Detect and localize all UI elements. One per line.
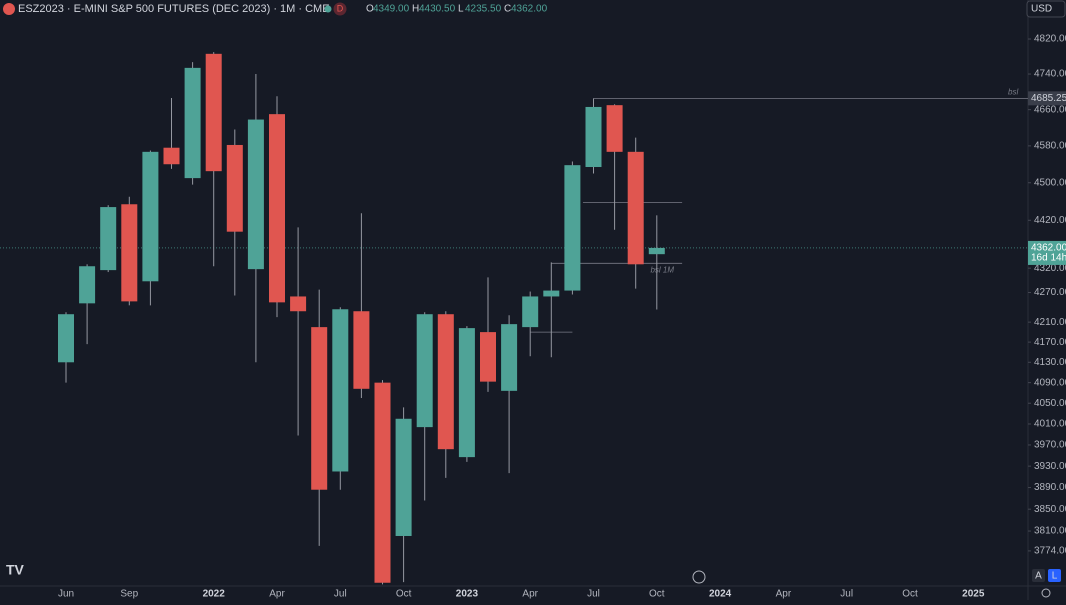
ohlc-key: O <box>366 4 374 15</box>
x-tick-label: Apr <box>776 589 792 600</box>
y-tick-label: 3930.00 <box>1034 461 1066 472</box>
candle-body <box>416 314 433 428</box>
candle-body <box>480 332 496 382</box>
symbol-title: ESZ2023 · E-MINI S&P 500 FUTURES (DEC 20… <box>18 3 330 15</box>
candle-body <box>184 67 201 179</box>
x-tick-label: Jul <box>334 589 347 600</box>
ohlc-key: C <box>504 4 511 15</box>
x-tick-label: Jun <box>58 589 74 600</box>
y-tick-label: 4320.00 <box>1034 263 1066 274</box>
y-tick-label: 3850.00 <box>1034 504 1066 515</box>
y-tick-label: 4050.00 <box>1034 398 1066 409</box>
y-tick-label: 4740.00 <box>1034 69 1066 80</box>
y-tick-label: 4820.00 <box>1034 34 1066 45</box>
scale-button-label[interactable]: A <box>1035 571 1042 582</box>
high-price-label: 4685.25 <box>1031 93 1066 104</box>
candle-body <box>205 53 222 172</box>
ohlc-key: L <box>458 4 464 15</box>
badge-bg <box>333 2 347 16</box>
y-tick-label: 4270.00 <box>1034 287 1066 298</box>
candle-body <box>353 311 370 389</box>
scale-button[interactable] <box>1032 569 1045 582</box>
candle-body <box>374 382 391 583</box>
candle-body <box>269 114 285 303</box>
ohlc-value: 4349.00 <box>373 4 410 15</box>
ohlc-value: 4430.50 <box>419 4 456 15</box>
x-tick-label: 2025 <box>962 589 985 600</box>
candle-body <box>247 119 264 270</box>
x-tick-label: Oct <box>649 589 665 600</box>
y-tick-label: 4090.00 <box>1034 377 1066 388</box>
x-tick-label: 2023 <box>456 589 479 600</box>
x-tick-label: Sep <box>120 589 138 600</box>
last-price-box <box>1028 240 1066 265</box>
candle-body <box>226 144 243 232</box>
x-tick-label: Apr <box>269 589 285 600</box>
x-tick-label: 2024 <box>709 589 732 600</box>
candle-body <box>100 207 117 271</box>
candle-body <box>458 328 475 458</box>
candle-body <box>627 151 644 265</box>
x-tick-label: 2022 <box>203 589 226 600</box>
x-tick-label: Oct <box>902 589 918 600</box>
y-tick-label: 4580.00 <box>1034 141 1066 152</box>
y-tick-label: 4660.00 <box>1034 104 1066 115</box>
candle-body <box>142 151 159 282</box>
x-tick-label: Oct <box>396 589 412 600</box>
y-tick-label: 3774.00 <box>1034 546 1066 557</box>
candle-body <box>501 324 518 391</box>
candle-body <box>522 296 539 328</box>
settings-button[interactable] <box>1041 588 1051 598</box>
high-price-box <box>1028 91 1066 106</box>
y-tick-label: 4010.00 <box>1034 419 1066 430</box>
x-tick-label: Jul <box>587 589 600 600</box>
y-tick-label: 3810.00 <box>1034 526 1066 537</box>
candle-body <box>395 418 412 536</box>
x-tick-label: Apr <box>522 589 538 600</box>
y-tick-label: 4210.00 <box>1034 317 1066 328</box>
candle-body <box>121 204 138 302</box>
y-tick-label: 3970.00 <box>1034 440 1066 451</box>
ohlc-value: 4235.50 <box>465 4 502 15</box>
x-tick-label: Jul <box>840 589 853 600</box>
logo: TV <box>6 562 25 578</box>
candle-body <box>332 309 349 472</box>
status-dot <box>324 5 332 13</box>
badge: D <box>337 3 344 13</box>
candle-body <box>585 106 602 168</box>
level-label: bsl 1M <box>650 265 674 274</box>
countdown-label: 16d 14h <box>1031 253 1066 264</box>
y-tick-label: 4420.00 <box>1034 215 1066 226</box>
y-tick-label: 4130.00 <box>1034 357 1066 368</box>
scale-button-label[interactable]: L <box>1052 571 1058 582</box>
candle-body <box>311 327 328 490</box>
high-line-tag: bsl <box>1008 87 1018 96</box>
candle-body <box>648 247 665 255</box>
candle-body <box>606 105 623 152</box>
ohlc-key: H <box>412 4 419 15</box>
scale-button[interactable] <box>1048 569 1061 582</box>
candle-body <box>437 314 454 450</box>
candle-body <box>163 147 180 165</box>
candle-body <box>564 165 581 291</box>
candle-body <box>290 296 307 312</box>
y-tick-label: 3890.00 <box>1034 482 1066 493</box>
currency-button[interactable] <box>1026 0 1066 18</box>
ohlc-value: 4362.00 <box>511 4 548 15</box>
symbol-icon <box>3 3 15 15</box>
candle-body <box>543 290 560 297</box>
goto-button[interactable] <box>692 570 706 584</box>
candle-body <box>79 266 96 304</box>
candle-body <box>58 314 74 363</box>
last-price-label: 4362.00 <box>1031 243 1066 254</box>
currency[interactable]: USD <box>1031 4 1052 15</box>
y-tick-label: 4500.00 <box>1034 177 1066 188</box>
y-tick-label: 4170.00 <box>1034 337 1066 348</box>
